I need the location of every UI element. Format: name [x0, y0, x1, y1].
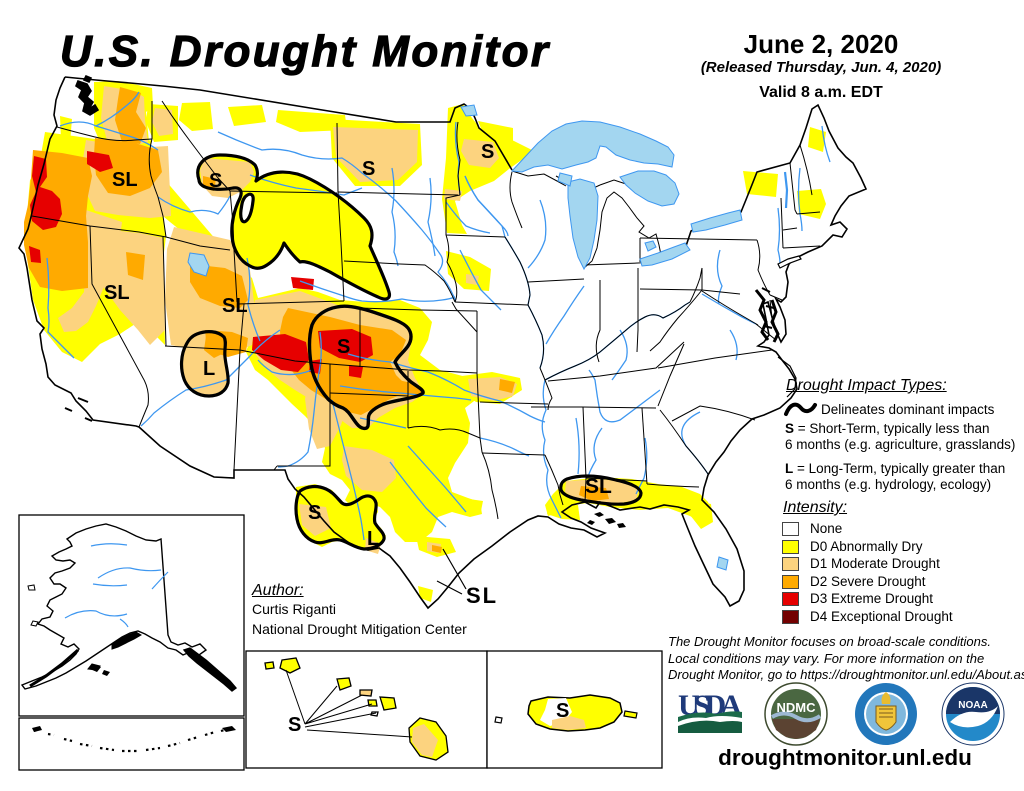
svg-text:SL: SL	[585, 475, 612, 498]
svg-text:S: S	[308, 502, 321, 524]
svg-text:S: S	[337, 336, 350, 358]
svg-text:SL: SL	[104, 282, 130, 304]
svg-text:S: S	[288, 714, 301, 736]
svg-text:L: L	[203, 358, 215, 380]
svg-text:S: S	[481, 141, 494, 163]
svg-text:S: S	[209, 170, 222, 192]
svg-text:L: L	[367, 528, 379, 550]
svg-text:SL: SL	[466, 583, 498, 608]
svg-text:NDMC: NDMC	[777, 700, 817, 715]
svg-text:NOAA: NOAA	[958, 700, 987, 711]
svg-text:S: S	[362, 158, 375, 180]
svg-text:S: S	[556, 700, 569, 722]
svg-text:SL: SL	[222, 295, 248, 317]
svg-text:SL: SL	[112, 169, 138, 191]
